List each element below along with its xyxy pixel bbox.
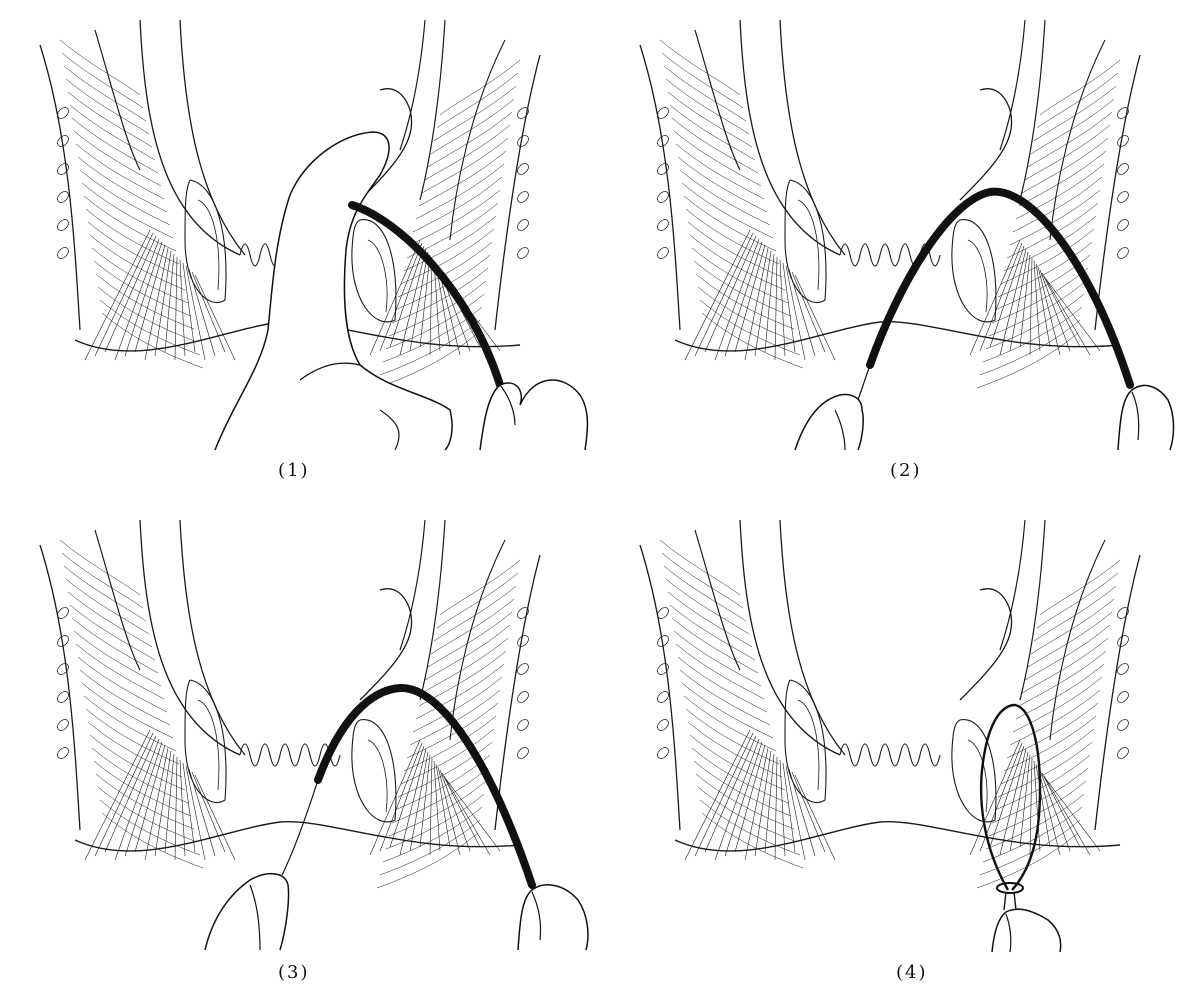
probe (352, 205, 500, 385)
anatomy (640, 20, 1140, 388)
panel-label-3: (3) (278, 962, 310, 983)
panel-label-1: (1) (278, 460, 310, 481)
panel-1: (1) (0, 0, 590, 500)
finger-icon (215, 132, 452, 450)
panel-3: (3) (0, 500, 590, 1000)
anatomy (640, 520, 1140, 888)
anatomy (40, 520, 540, 888)
panel-4-drawing (600, 500, 1180, 1000)
panel-3-drawing (0, 500, 590, 1000)
panel-4: (4) (600, 500, 1180, 1000)
ligature-thread (282, 780, 318, 875)
panel-2: (2) (600, 0, 1180, 500)
panel-label-4: (4) (896, 962, 928, 983)
panel-2-drawing (600, 0, 1180, 500)
hand-icon (518, 885, 588, 950)
hand-icon (795, 395, 863, 450)
hand-icon (992, 909, 1061, 952)
panel-1-drawing (0, 0, 590, 500)
panel-label-2: (2) (890, 460, 922, 481)
hand-icon (1118, 385, 1174, 450)
ligature-knot (997, 883, 1023, 893)
hand-icon (205, 874, 289, 950)
ligature-thread (858, 365, 870, 400)
probe (870, 192, 1130, 385)
hand-icon (480, 380, 587, 450)
